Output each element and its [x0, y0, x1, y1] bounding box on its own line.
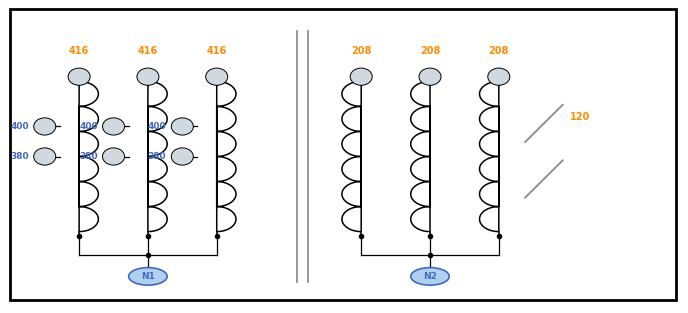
Ellipse shape — [68, 68, 90, 85]
Text: 380: 380 — [10, 152, 29, 161]
Text: 400: 400 — [79, 122, 98, 131]
Text: 208: 208 — [351, 46, 372, 56]
Text: 416: 416 — [69, 46, 89, 56]
Ellipse shape — [34, 118, 56, 135]
Text: 400: 400 — [148, 122, 166, 131]
Text: N2: N2 — [423, 272, 437, 281]
Text: 416: 416 — [206, 46, 227, 56]
Circle shape — [129, 268, 167, 285]
Text: 416: 416 — [138, 46, 158, 56]
Ellipse shape — [137, 68, 159, 85]
Ellipse shape — [206, 68, 228, 85]
Ellipse shape — [350, 68, 372, 85]
Text: 380: 380 — [79, 152, 98, 161]
Ellipse shape — [34, 148, 56, 165]
Circle shape — [411, 268, 449, 285]
Ellipse shape — [171, 148, 193, 165]
Text: 120: 120 — [570, 112, 590, 122]
Text: 380: 380 — [148, 152, 166, 161]
Text: N1: N1 — [141, 272, 155, 281]
Ellipse shape — [488, 68, 510, 85]
Text: 208: 208 — [420, 46, 440, 56]
Ellipse shape — [171, 118, 193, 135]
Text: 400: 400 — [10, 122, 29, 131]
Ellipse shape — [103, 118, 125, 135]
Ellipse shape — [103, 148, 125, 165]
Ellipse shape — [419, 68, 441, 85]
Text: 208: 208 — [488, 46, 509, 56]
